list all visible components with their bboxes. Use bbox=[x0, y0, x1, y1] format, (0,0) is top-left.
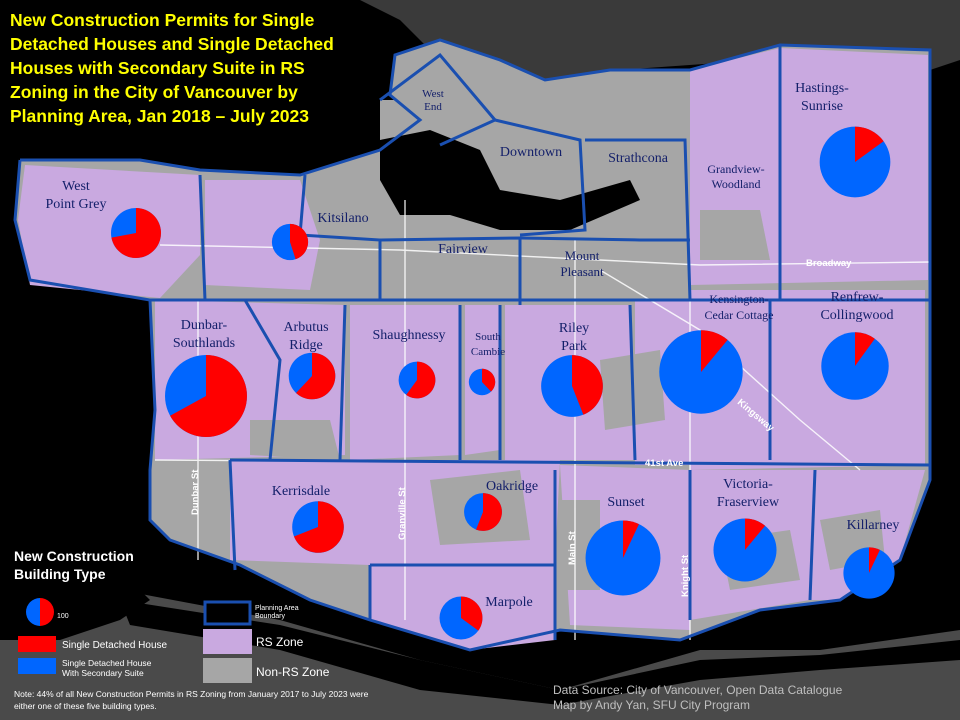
legend-with-suite-swatch bbox=[18, 658, 56, 674]
pie-dunbar-southlands bbox=[165, 355, 247, 437]
pie-slice-single-detached bbox=[170, 355, 247, 437]
label-riley-park: Riley Park bbox=[558, 321, 590, 354]
water bbox=[380, 130, 640, 230]
legend-with-suite-label: Single Detached House With Secondary Sui… bbox=[62, 658, 152, 678]
legend-swatches bbox=[18, 598, 252, 683]
pie-slice-single-detached bbox=[855, 332, 875, 366]
pie-slice-single-detached bbox=[482, 368, 496, 392]
legend-boundary-swatch bbox=[203, 600, 252, 626]
pie-west-point-grey bbox=[111, 208, 161, 258]
label-fairview: Fairview bbox=[438, 242, 488, 257]
label-downtown: Downtown bbox=[499, 145, 563, 160]
pie-kitsilano bbox=[271, 223, 309, 261]
street-main: Main St bbox=[567, 531, 578, 565]
street-dunbar: Dunbar St bbox=[190, 469, 201, 515]
pie-kerrisdale bbox=[292, 501, 344, 553]
street-knight: Knight St bbox=[680, 554, 691, 597]
label-shaughnessy: Shaughnessy bbox=[372, 328, 446, 343]
label-west-end: West End bbox=[422, 88, 444, 113]
pie-slice-single-detached bbox=[701, 330, 728, 372]
pie-slice-single-detached bbox=[572, 355, 603, 415]
legend-non-rs-zone-label: Non-RS Zone bbox=[256, 665, 330, 679]
pie-slice-single-detached bbox=[296, 352, 336, 400]
pie-riley-park bbox=[541, 355, 603, 417]
pie-hastings-sunrise bbox=[819, 126, 891, 198]
legend-single-detached-label: Single Detached House bbox=[62, 640, 168, 651]
label-strathcona: Strathcona bbox=[608, 151, 668, 166]
legend-boundary-label: Planning Area Boundary bbox=[255, 605, 299, 620]
pie-charts bbox=[111, 126, 895, 640]
label-kerrisdale: Kerrisdale bbox=[271, 484, 331, 499]
label-victoria-fraserview: Victoria- Fraserview bbox=[716, 477, 780, 510]
label-south-cambie: South Cambie bbox=[470, 331, 506, 358]
street-broadway: Broadway bbox=[806, 258, 852, 269]
pie-renfrew-collingwood bbox=[821, 332, 889, 400]
pie-slice-single-detached bbox=[869, 547, 880, 573]
pie-sunset bbox=[585, 520, 661, 596]
label-killarney: Killarney bbox=[846, 518, 900, 533]
pie-kensington-cedar-cottage bbox=[659, 330, 743, 414]
label-hastings-sunrise: Hastings- Sunrise bbox=[795, 81, 849, 114]
label-kitsilano: Kitsilano bbox=[317, 211, 369, 226]
legend-single-detached-swatch bbox=[18, 636, 56, 652]
pie-marpole bbox=[439, 596, 483, 640]
legend-size-label: 100 bbox=[57, 613, 69, 620]
pie-shaughnessy bbox=[398, 361, 436, 399]
label-renfrew-collingwood: Renfrew- Collingwood bbox=[820, 290, 894, 323]
label-west-point-grey: West Point Grey bbox=[45, 179, 107, 212]
pie-south-cambie bbox=[468, 368, 496, 396]
pie-slice-single-detached bbox=[745, 518, 766, 550]
legend-size-pie bbox=[26, 598, 54, 626]
label-marpole: Marpole bbox=[485, 595, 533, 610]
pie-slice-single-detached bbox=[290, 223, 309, 260]
label-mount-pleasant: Mount Pleasant bbox=[560, 248, 604, 279]
street-granville: Granville St bbox=[397, 487, 408, 540]
map-title: New Construction Permits for Single Deta… bbox=[10, 10, 334, 126]
label-oakridge: Oakridge bbox=[485, 479, 539, 494]
label-kensington-cedar-cottage: Kensington- Cedar Cottage bbox=[704, 292, 774, 322]
label-dunbar-southlands: Dunbar- Southlands bbox=[172, 318, 236, 351]
pie-slice-single-detached bbox=[855, 126, 884, 162]
pie-oakridge bbox=[464, 493, 502, 531]
data-source: Data Source: City of Vancouver, Open Dat… bbox=[553, 683, 843, 712]
pie-victoria-fraserview bbox=[713, 518, 777, 582]
legend-non-rs-zone-swatch bbox=[203, 658, 252, 683]
legend-title: New Construction Building Type bbox=[14, 548, 134, 582]
label-arbutus-ridge: Arbutus Ridge bbox=[283, 320, 329, 353]
pie-killarney bbox=[843, 547, 895, 599]
legend-rs-zone-label: RS Zone bbox=[256, 635, 304, 649]
label-sunset: Sunset bbox=[607, 495, 645, 510]
pie-slice-single-detached bbox=[111, 208, 161, 258]
pie-slice-single-detached bbox=[623, 520, 639, 558]
label-grandview-woodland: Grandview- Woodland bbox=[707, 162, 765, 191]
pie-slice-single-detached bbox=[406, 361, 436, 399]
legend-rs-zone-swatch bbox=[203, 629, 252, 654]
pie-slice-single-detached bbox=[476, 493, 502, 531]
footnote: Note: 44% of all New Construction Permit… bbox=[14, 689, 369, 711]
pie-arbutus-ridge bbox=[288, 352, 336, 400]
planning-area-boundaries bbox=[13, 38, 932, 652]
street-41st-ave: 41st Ave bbox=[645, 458, 684, 469]
pie-slice-single-detached bbox=[461, 596, 483, 631]
pie-slice-single-detached bbox=[294, 501, 344, 553]
